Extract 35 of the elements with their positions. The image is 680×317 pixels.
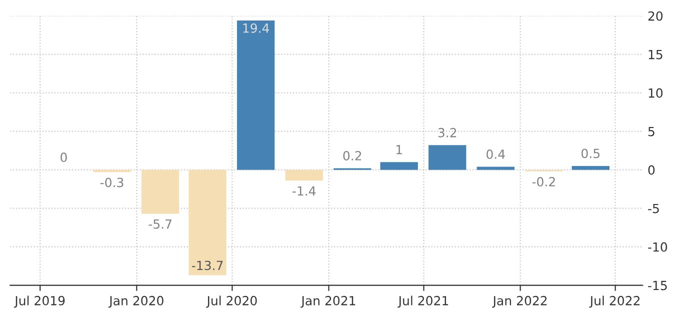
bar — [380, 162, 418, 170]
bar — [236, 20, 275, 170]
data-label: 0.4 — [486, 149, 505, 159]
y-tick-label: -5 — [648, 204, 659, 214]
x-tick-label: Jan 2021 — [300, 296, 356, 308]
y-tick-label: 0 — [648, 165, 655, 175]
data-label: 0.2 — [343, 151, 362, 160]
x-tick-label: Jan 2020 — [108, 296, 164, 308]
bar — [188, 170, 226, 276]
x-tick-label: Jul 2020 — [206, 296, 257, 308]
data-label: 19.4 — [243, 23, 270, 33]
x-tick-label: Jul 2019 — [14, 296, 65, 308]
y-tick-label: 15 — [648, 50, 662, 60]
x-tick-label: Jan 2022 — [492, 296, 547, 308]
data-label: 0.5 — [582, 148, 600, 158]
y-tick-label: 5 — [648, 126, 654, 136]
bar — [476, 166, 514, 170]
y-tick-label: 20 — [648, 11, 663, 21]
bar — [285, 170, 323, 181]
y-tick-label: -10 — [648, 242, 668, 252]
data-label: -5.7 — [148, 219, 172, 229]
bar — [428, 145, 466, 170]
bar — [141, 170, 180, 214]
data-label: -13.7 — [192, 260, 223, 270]
data-label: -0.2 — [532, 176, 555, 186]
y-tick-label: -15 — [648, 280, 667, 290]
x-tick-label: Jul 2022 — [589, 296, 640, 308]
x-tick-label: Jul 2021 — [398, 296, 448, 308]
y-tick-label: 10 — [648, 88, 663, 98]
data-label: -1.4 — [292, 186, 316, 196]
bar — [572, 166, 610, 170]
data-label: -0.3 — [100, 178, 124, 188]
data-label: 1 — [396, 145, 402, 154]
data-label: 0 — [60, 152, 67, 162]
data-label: 3.2 — [438, 128, 456, 138]
